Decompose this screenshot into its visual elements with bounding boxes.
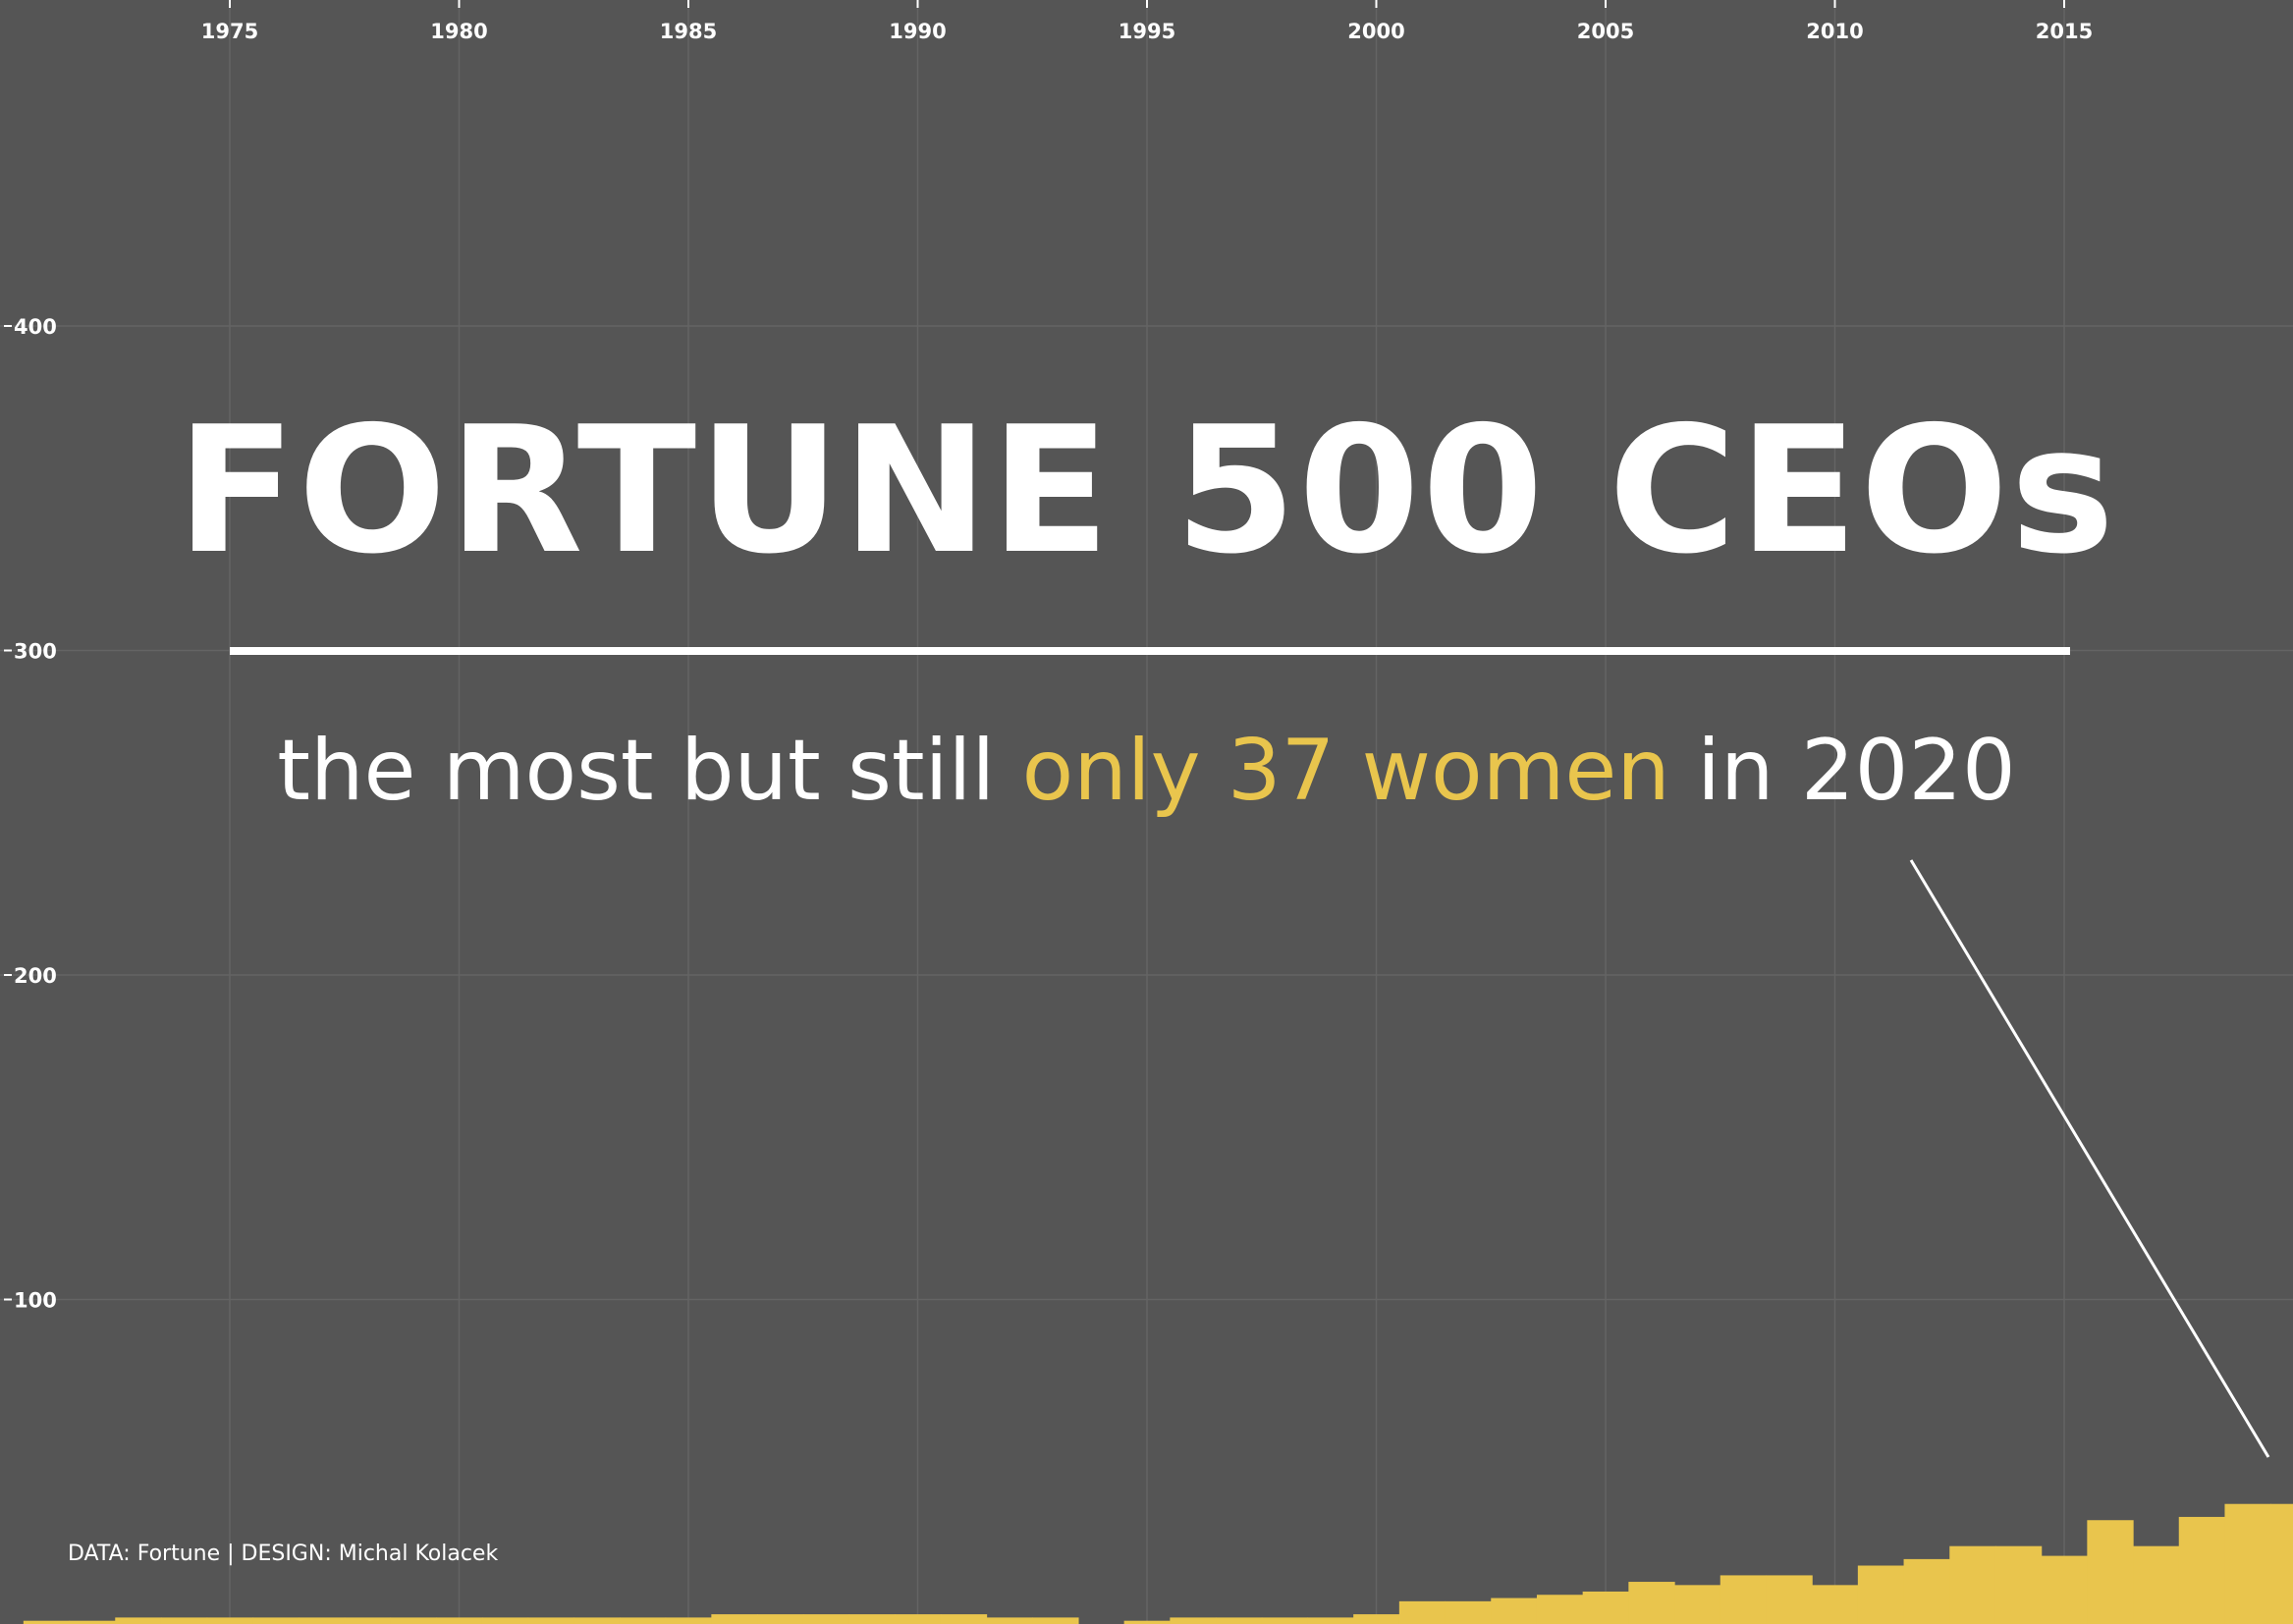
x-tick-label-2010: 2010 — [1806, 20, 1863, 43]
bar-2015 — [2041, 1555, 2088, 1624]
bar-1980 — [436, 1617, 483, 1624]
bar-1999 — [1307, 1617, 1354, 1624]
annotation-pointer-line — [1909, 859, 2270, 1458]
bar-2003 — [1491, 1597, 1538, 1624]
bar-2011 — [1857, 1565, 1905, 1624]
bar-2012 — [1903, 1558, 1950, 1624]
bar-2019 — [2224, 1503, 2271, 1624]
bar-2007 — [1674, 1585, 1721, 1624]
bar-1996 — [1170, 1617, 1217, 1624]
bar-2020 — [2270, 1503, 2293, 1624]
bar-1990 — [895, 1614, 942, 1624]
bar-1978 — [344, 1617, 392, 1624]
bar-1995 — [1123, 1620, 1171, 1624]
bar-1992 — [986, 1617, 1033, 1624]
bar-1976 — [252, 1617, 300, 1624]
bar-1989 — [848, 1614, 896, 1624]
x-tick-label-1980: 1980 — [430, 20, 487, 43]
bar-1982 — [527, 1617, 574, 1624]
bar-1988 — [802, 1614, 850, 1624]
x-tick-label-1985: 1985 — [660, 20, 717, 43]
bar-1974 — [160, 1617, 208, 1624]
x-tick-label-1990: 1990 — [889, 20, 946, 43]
bar-2018 — [2178, 1516, 2226, 1624]
bar-1977 — [299, 1617, 346, 1624]
bar-2000 — [1353, 1614, 1400, 1624]
source-credit: DATA: Fortune | DESIGN: Michal Kolacek — [68, 1542, 499, 1566]
y-tick-label-400: 400 — [14, 315, 57, 339]
subtitle-highlight: only 37 women — [1021, 722, 1670, 820]
bar-1972 — [69, 1620, 116, 1624]
bar-2014 — [1994, 1545, 2043, 1624]
x-tick-label-2000: 2000 — [1347, 20, 1404, 43]
bar-1991 — [940, 1614, 988, 1624]
chart-title: FORTUNE 500 CEOs — [176, 389, 2117, 592]
x-tick-label-1975: 1975 — [201, 20, 258, 43]
subtitle-text-start: the most but still — [277, 722, 1022, 820]
x-tick-label-2015: 2015 — [2036, 20, 2093, 43]
bar-1975 — [206, 1617, 253, 1624]
subtitle-text-end: in 2020 — [1669, 722, 2016, 820]
bar-2005 — [1582, 1591, 1629, 1624]
bar-1984 — [619, 1617, 667, 1624]
bar-1998 — [1261, 1617, 1309, 1624]
bar-2010 — [1812, 1585, 1859, 1624]
bar-2017 — [2133, 1545, 2180, 1624]
bar-1985 — [665, 1617, 712, 1624]
bar-2009 — [1766, 1575, 1813, 1624]
y-tick-label-200: 200 — [14, 964, 57, 988]
bar-1981 — [481, 1617, 529, 1624]
x-tick-label-1995: 1995 — [1119, 20, 1175, 43]
bar-2008 — [1720, 1575, 1768, 1624]
bar-2004 — [1536, 1595, 1584, 1624]
bar-2001 — [1398, 1600, 1447, 1624]
bar-2006 — [1628, 1582, 1675, 1624]
y-tick-label-100: 100 — [14, 1289, 57, 1313]
bar-2002 — [1445, 1600, 1492, 1624]
y-tick-label-300: 300 — [14, 640, 57, 664]
bar-1986 — [711, 1614, 758, 1624]
bar-1987 — [757, 1614, 804, 1624]
bar-1973 — [115, 1617, 162, 1624]
bar-1997 — [1216, 1617, 1263, 1624]
bar-1993 — [1032, 1617, 1079, 1624]
title-underline — [230, 647, 2070, 655]
bar-2016 — [2087, 1520, 2134, 1624]
chart-subtitle: the most but still only 37 women in 2020 — [0, 722, 2293, 820]
bar-1983 — [573, 1617, 621, 1624]
x-tick-label-2005: 2005 — [1577, 20, 1634, 43]
bar-1971 — [23, 1620, 71, 1624]
bar-1979 — [390, 1617, 437, 1624]
bar-2013 — [1949, 1545, 1996, 1624]
